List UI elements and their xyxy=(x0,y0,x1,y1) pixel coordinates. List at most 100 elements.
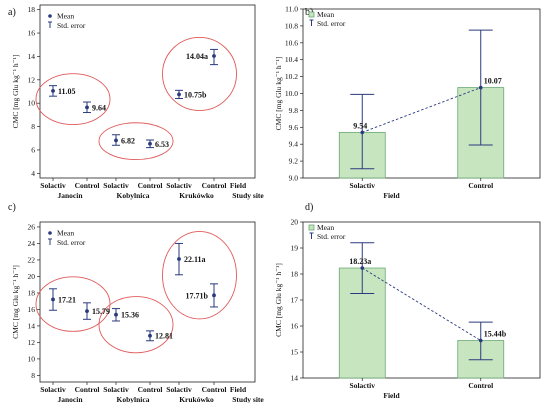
panel-label: c) xyxy=(8,202,16,213)
y-tick-label: 12 xyxy=(28,338,36,347)
trend-line xyxy=(362,87,481,133)
panel-label: d) xyxy=(305,202,313,213)
y-tick-label: 16 xyxy=(28,29,36,38)
panel-b: b)9.09.29.49.69.810.010.210.410.610.811.… xyxy=(274,5,541,200)
plot-frame xyxy=(39,221,256,383)
mean-point xyxy=(177,92,181,97)
x-tick-label: Solactiv xyxy=(103,181,129,190)
mean-point xyxy=(51,297,55,302)
x-tick-label: Solactiv xyxy=(350,181,376,190)
x-group-label: Kobylnica xyxy=(117,191,150,200)
data-label: 6.82 xyxy=(121,136,135,145)
x-tick-label: Field xyxy=(230,385,247,394)
y-tick-label: 10.6 xyxy=(285,38,298,47)
y-tick-label: 9.4 xyxy=(289,140,299,149)
data-label: 9.54 xyxy=(353,121,367,130)
mean-point xyxy=(212,54,216,58)
group-ellipse xyxy=(98,296,174,354)
legend-mean-label: Mean xyxy=(57,12,74,21)
x-axis-title: Field xyxy=(383,391,400,400)
group-ellipse xyxy=(162,36,237,111)
y-axis-title: CMC [mg Glu kg⁻¹ h⁻¹] xyxy=(11,55,20,129)
x-group-label: Study site xyxy=(232,395,264,403)
y-tick-label: 11.0 xyxy=(285,5,298,14)
data-label: 11.05 xyxy=(58,87,76,96)
mean-point xyxy=(148,333,152,338)
y-tick-label: 4 xyxy=(31,169,35,178)
x-group-label: Krukówko xyxy=(179,191,214,200)
data-label: 14.04a xyxy=(186,52,208,61)
y-tick-label: 9.2 xyxy=(289,157,299,166)
y-axis-title: CMC [mg Glu kg⁻¹ h⁻¹] xyxy=(274,263,283,337)
x-tick-label: Control xyxy=(75,181,100,190)
y-axis-title: CMC [mg Glu kg⁻¹ h⁻¹] xyxy=(11,265,20,339)
y-tick-label: 20 xyxy=(291,218,299,227)
y-tick-label: 18 xyxy=(291,270,299,279)
y-tick-label: 10.2 xyxy=(285,72,298,81)
data-label: 10.75b xyxy=(184,90,207,99)
x-group-label: Kobylnica xyxy=(117,395,150,403)
data-label: 15.79 xyxy=(92,307,110,316)
y-tick-label: 10 xyxy=(28,354,36,363)
mean-point xyxy=(177,257,181,261)
plot-frame xyxy=(302,221,541,379)
data-label: 22.11a xyxy=(184,255,206,264)
legend-mean-label: Mean xyxy=(317,223,334,232)
x-group-label: Janocin xyxy=(57,191,83,200)
y-tick-label: 24 xyxy=(28,239,36,248)
x-axis-title: Field xyxy=(383,191,400,200)
plot-frame xyxy=(302,8,541,179)
x-tick-label: Control xyxy=(138,385,163,394)
y-axis-title: CMC [mg Glu kg⁻¹ h⁻¹] xyxy=(274,57,283,131)
mean-point xyxy=(114,138,118,143)
x-tick-label: Solactiv xyxy=(40,181,66,190)
x-tick-label: Control xyxy=(202,181,227,190)
panel-c: c) 8 10 12 14 16 18 20 22 24 26 CMC [mg Glu kg⁻¹ h⁻… xyxy=(8,202,264,404)
y-tick-label: 10.0 xyxy=(285,89,298,98)
mean-point xyxy=(212,293,216,298)
x-tick-label: Solactiv xyxy=(350,381,376,390)
y-tick-label: 14 xyxy=(28,321,36,330)
x-tick-label: Solactiv xyxy=(103,385,129,394)
y-tick-label: 18 xyxy=(28,5,36,14)
legend-error-label: Std. error xyxy=(57,21,86,30)
y-tick-label: 26 xyxy=(28,222,36,231)
x-tick-label: Control xyxy=(202,385,227,394)
y-tick-label: 9.8 xyxy=(289,106,299,115)
x-tick-label: Control xyxy=(75,385,100,394)
panel-d: d) 14 15 16 17 18 19 20 CMC [mg Glu kg⁻¹ h⁻¹] 18.… xyxy=(274,202,541,400)
y-tick-label: 10 xyxy=(28,99,36,108)
mean-point xyxy=(85,309,89,314)
x-tick-label: Control xyxy=(468,381,493,390)
panel-label: a) xyxy=(8,7,16,18)
y-tick-label: 16 xyxy=(28,305,36,314)
mean-point xyxy=(478,338,483,343)
group-ellipse xyxy=(98,122,174,161)
group-ellipse xyxy=(162,230,237,320)
x-tick-label: Solactiv xyxy=(40,385,66,394)
y-tick-label: 9.6 xyxy=(289,123,299,132)
data-label: 10.07 xyxy=(484,77,502,86)
legend-mean-marker xyxy=(308,224,315,231)
x-tick-label: Control xyxy=(138,181,163,190)
y-tick-label: 10.8 xyxy=(285,21,298,30)
data-label: 17.71b xyxy=(186,291,209,300)
legend-mean-label: Mean xyxy=(317,10,334,19)
x-tick-label: Field xyxy=(230,181,247,190)
y-tick-label: 22 xyxy=(28,255,36,264)
data-label: 9.64 xyxy=(92,103,106,112)
legend-mean-label: Mean xyxy=(57,229,74,238)
mean-point xyxy=(478,85,483,90)
group-ellipse xyxy=(35,276,111,332)
trend-line xyxy=(362,267,481,341)
legend-mean-marker xyxy=(308,11,315,18)
data-label: 18.23a xyxy=(349,257,371,266)
legend-mean-marker xyxy=(48,231,52,235)
y-tick-label: 6 xyxy=(31,145,35,154)
x-group-label: Janocin xyxy=(57,395,83,403)
mean-point xyxy=(148,141,152,146)
y-tick-label: 8 xyxy=(31,122,35,131)
y-tick-label: 10.4 xyxy=(285,55,298,64)
mean-point xyxy=(114,312,118,317)
